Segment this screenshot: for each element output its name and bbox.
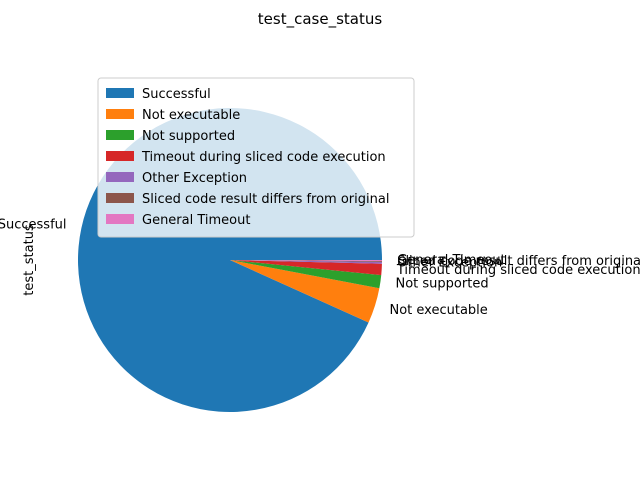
legend-swatch-timeout-during-sliced-code-execution — [106, 151, 134, 161]
chart-title: test_case_status — [258, 10, 383, 29]
slice-label-general-timeout: General Timeout — [397, 253, 505, 268]
legend-swatch-not-executable — [106, 109, 134, 119]
slice-label-successful: Successful — [0, 217, 67, 232]
pie-slice-labels: Successful Not executable Not supportedTim… — [0, 217, 640, 317]
pie-slice-not-executable — [230, 260, 380, 323]
legend-swatch-not-supported — [106, 130, 134, 140]
legend: Successful Not executable Not supported Tim… — [97, 77, 415, 238]
slice-label-not-executable: Not executable — [390, 303, 488, 318]
legend-frame — [97, 77, 415, 238]
legend-label-successful: Successful — [142, 87, 211, 102]
legend-label-other-exception: Other Exception — [142, 171, 247, 186]
pie-slice-timeout-during-sliced-code-execution — [230, 260, 382, 276]
legend-label-sliced-code-result-differs-from-original: Sliced code result differs from original — [142, 192, 389, 207]
slice-label-timeout-during-sliced-code-execution: Timeout during sliced code execution — [396, 263, 640, 278]
y-axis-label: test_status — [22, 224, 37, 296]
legend-label-general-timeout: General Timeout — [142, 213, 250, 228]
pie-slice-general-timeout — [230, 260, 383, 261]
legend-swatch-general-timeout — [106, 214, 134, 224]
slice-label-not-supported: Not supported — [396, 276, 489, 291]
pie-slice-other-exception — [230, 260, 382, 264]
legend-swatch-successful — [106, 88, 134, 98]
legend-label-not-supported: Not supported — [142, 129, 235, 144]
slice-label-other-exception: Other Exception — [397, 256, 502, 271]
legend-label-not-executable: Not executable — [142, 108, 240, 123]
legend-swatch-sliced-code-result-differs-from-original — [106, 193, 134, 203]
pie-slice-sliced-code-result-differs-from-original — [230, 260, 382, 262]
legend-label-timeout-during-sliced-code-execution: Timeout during sliced code execution — [141, 150, 386, 165]
legend-swatch-other-exception — [106, 172, 134, 182]
slice-label-sliced-code-result-differs-from-original: Sliced code result differs from original — [397, 254, 640, 269]
pie-slice-not-supported — [230, 260, 382, 289]
